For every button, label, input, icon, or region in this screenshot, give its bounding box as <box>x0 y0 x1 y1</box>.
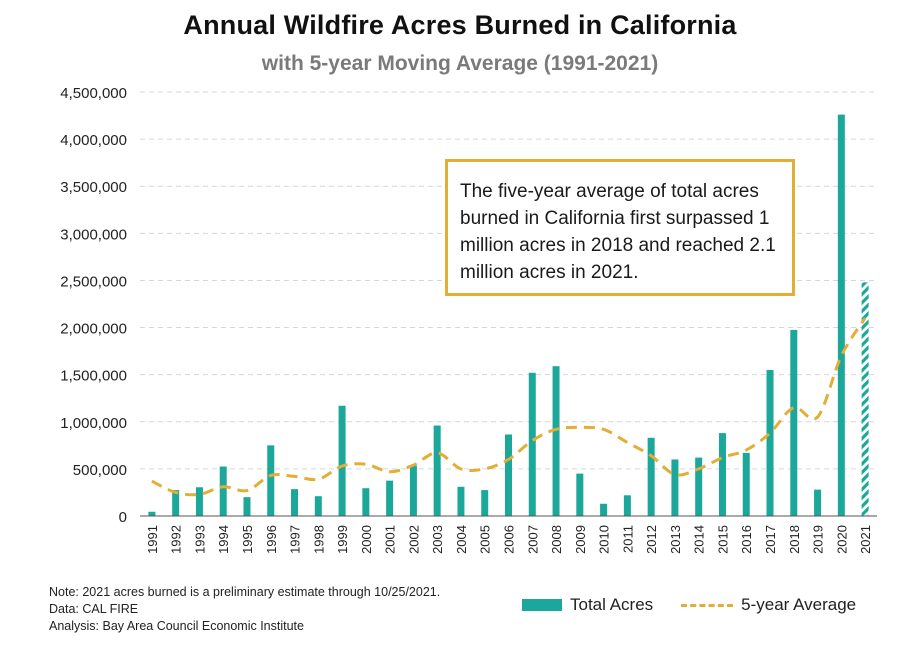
bar <box>600 503 608 516</box>
y-tick-label: 0 <box>119 509 127 526</box>
x-tick-label: 2005 <box>478 525 493 554</box>
x-tick-label: 1996 <box>264 525 279 554</box>
chart-subtitle: with 5-year Moving Average (1991-2021) <box>261 52 659 75</box>
x-tick-label: 2018 <box>787 525 802 554</box>
legend-line-label: 5-year Average <box>741 595 857 614</box>
x-tick-label: 2003 <box>430 525 445 554</box>
x-tick-label: 2011 <box>620 525 635 553</box>
bar <box>362 488 370 516</box>
y-tick-label: 3,000,000 <box>60 226 127 243</box>
y-tick-label: 2,000,000 <box>60 321 127 338</box>
x-tick-label: 2007 <box>525 525 540 554</box>
footnotes: Note: 2021 acres burned is a preliminary… <box>49 584 440 635</box>
bar <box>552 366 560 516</box>
bar <box>481 490 489 516</box>
legend: Total Acres 5-year Average <box>522 594 856 616</box>
x-tick-label: 1995 <box>240 525 255 554</box>
bar <box>148 511 156 516</box>
bar <box>386 480 394 516</box>
x-tick-label: 2000 <box>359 525 374 554</box>
bar <box>267 445 275 516</box>
legend-bar-label: Total Acres <box>570 595 654 614</box>
bar <box>576 473 584 516</box>
bar <box>742 452 750 516</box>
bar <box>671 459 679 516</box>
x-tick-label: 1994 <box>216 525 231 554</box>
y-tick-label: 2,500,000 <box>60 273 127 290</box>
x-tick-label: 2016 <box>739 525 754 554</box>
bars <box>148 114 869 516</box>
callout-annotation: The five-year average of total acres bur… <box>445 159 795 296</box>
data-source-line: Data: CAL FIRE <box>49 602 139 616</box>
y-tick-label: 1,000,000 <box>60 415 127 432</box>
x-tick-label: 1992 <box>169 525 184 554</box>
five-year-average-line <box>151 317 867 497</box>
bar <box>623 495 631 516</box>
y-tick-label: 1,500,000 <box>60 368 127 385</box>
bar <box>766 369 774 516</box>
x-tick-label: 1999 <box>335 525 350 554</box>
x-tick-label: 1998 <box>311 525 326 554</box>
legend-bar-swatch <box>522 599 562 611</box>
y-tick-label: 4,000,000 <box>60 132 127 149</box>
y-tick-label: 4,500,000 <box>60 85 127 102</box>
x-tick-label: 2015 <box>715 525 730 554</box>
bar <box>291 489 299 516</box>
chart-title: Annual Wildfire Acres Burned in Californ… <box>183 10 737 40</box>
bar <box>195 487 203 516</box>
bar <box>172 490 180 516</box>
x-tick-label: 1997 <box>288 525 303 554</box>
y-tick-label: 500,000 <box>73 462 127 479</box>
analysis-credit-line: Analysis: Bay Area Council Economic Inst… <box>49 619 304 633</box>
legend-line-swatch <box>681 603 734 607</box>
bar <box>718 433 726 516</box>
x-tick-label: 2009 <box>573 525 588 554</box>
x-axis-tick-labels: 1991 1992 1993 1994 1995 1996 1997 1998 1999 2000… <box>145 525 873 554</box>
bar <box>314 496 322 516</box>
x-tick-label: 2012 <box>644 525 659 554</box>
x-tick-label: 1993 <box>192 525 207 554</box>
x-tick-label: 2006 <box>502 525 517 554</box>
bar <box>433 425 441 516</box>
x-tick-label: 2002 <box>406 525 421 554</box>
bar <box>790 329 798 516</box>
bar <box>814 489 822 516</box>
bar <box>409 465 417 516</box>
bar <box>505 434 512 516</box>
bar <box>243 497 251 516</box>
x-tick-label: 2010 <box>597 525 612 554</box>
bar <box>647 437 655 516</box>
x-tick-label: 2014 <box>692 525 707 554</box>
x-tick-label: 2008 <box>549 525 564 554</box>
x-tick-label: 2013 <box>668 525 683 554</box>
bar <box>695 457 703 516</box>
x-tick-label: 2001 <box>383 525 398 554</box>
bar <box>528 372 536 516</box>
bar <box>457 486 465 516</box>
x-tick-label: 2019 <box>811 525 826 554</box>
bar <box>338 405 346 516</box>
x-tick-label: 2004 <box>454 525 469 554</box>
y-tick-label: 3,500,000 <box>60 179 127 196</box>
x-tick-label: 2017 <box>763 525 778 554</box>
x-tick-label: 1991 <box>145 525 160 554</box>
x-tick-label: 2020 <box>834 525 849 554</box>
bar-2021-preliminary <box>861 282 869 516</box>
x-tick-label: 2021 <box>858 525 873 554</box>
y-axis-tick-labels: 0 500,000 1,000,000 1,500,000 2,000,000 2,500… <box>60 85 127 526</box>
bar <box>219 466 227 516</box>
bar <box>837 114 845 516</box>
note-line: Note: 2021 acres burned is a preliminary… <box>49 585 441 599</box>
